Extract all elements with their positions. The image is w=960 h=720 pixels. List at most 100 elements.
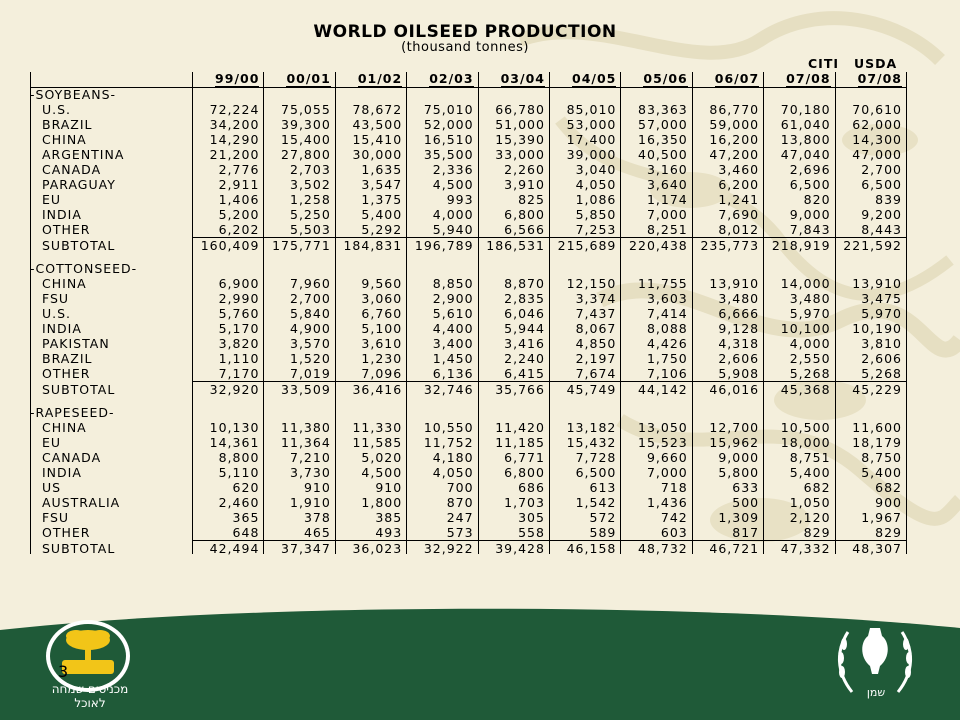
- header-row: 99/00 00/01 01/02 02/03 03/04 04/05 05/0…: [30, 70, 906, 87]
- value-cell: 12,700: [709, 420, 760, 435]
- value-cell: 33,509: [281, 382, 331, 397]
- year-header-label: 05/06: [643, 70, 688, 87]
- table-row: U.S. 72,224 75,055 78,672 75,010 66,780 85,010…: [30, 102, 906, 117]
- table-row: INDIA 5,170 4,900 5,100 4,400 5,944 8,067 8,088…: [30, 321, 906, 336]
- value-cell: 8,067: [575, 321, 617, 336]
- value-cell: 47,000: [852, 147, 902, 162]
- value-cell: 51,000: [495, 117, 545, 132]
- value-cell: 10,130: [209, 420, 260, 435]
- value-cell: 1,635: [361, 162, 403, 177]
- value-cell: 1,520: [290, 351, 331, 366]
- value-cell: 2,606: [861, 351, 902, 366]
- section-gap: [30, 397, 906, 405]
- table-row: FSU 2,990 2,700 3,060 2,900 2,835 3,374 3,603 3,…: [30, 291, 906, 306]
- value-cell: 6,771: [504, 450, 545, 465]
- source-label-citi: CITI: [808, 56, 840, 71]
- value-cell: 39,300: [281, 117, 331, 132]
- footer-band: [0, 608, 960, 720]
- value-cell: 86,770: [709, 102, 760, 117]
- value-cell: 9,560: [361, 276, 403, 291]
- year-header-label: 99/00: [215, 70, 260, 87]
- row-label: US: [42, 480, 62, 495]
- value-cell: 7,414: [646, 306, 688, 321]
- value-cell: 4,000: [789, 336, 831, 351]
- value-cell: 1,703: [504, 495, 545, 510]
- value-cell: 53,000: [566, 117, 617, 132]
- value-cell: 5,800: [718, 465, 760, 480]
- value-cell: 36,416: [352, 382, 403, 397]
- value-cell: 3,060: [361, 291, 403, 306]
- row-label: OTHER: [42, 525, 91, 541]
- value-cell: 47,200: [709, 147, 760, 162]
- value-cell: 16,200: [709, 132, 760, 147]
- year-header-label: 02/03: [429, 70, 474, 87]
- value-cell: 2,835: [504, 291, 545, 306]
- value-cell: 613: [589, 480, 617, 495]
- value-cell: 5,850: [575, 207, 617, 222]
- grid-top-line: [30, 87, 906, 88]
- value-cell: 1,450: [432, 351, 474, 366]
- value-cell: 4,500: [361, 465, 403, 480]
- value-cell: 993: [446, 192, 474, 207]
- value-cell: 184,831: [343, 238, 403, 253]
- value-cell: 78,672: [352, 102, 403, 117]
- section-gap: [30, 253, 906, 261]
- table-row: OTHER 648 465 493 573 558 589 603 817 829 829: [30, 525, 906, 541]
- value-cell: 15,390: [495, 132, 545, 147]
- section-header-row: -SOYBEANS-: [30, 87, 906, 102]
- value-cell: 5,908: [691, 366, 764, 382]
- grid-vertical-line: [620, 72, 622, 554]
- value-cell: 9,200: [861, 207, 902, 222]
- value-cell: 66,780: [495, 102, 545, 117]
- value-cell: 42,494: [209, 541, 260, 556]
- value-cell: 3,820: [218, 336, 260, 351]
- grid-vertical-line: [263, 72, 265, 554]
- grid-left-line: [30, 72, 31, 554]
- value-cell: 2,120: [789, 510, 831, 525]
- value-cell: 220,438: [629, 238, 688, 253]
- value-cell: 75,010: [423, 102, 474, 117]
- value-cell: 15,410: [352, 132, 403, 147]
- value-cell: 1,800: [361, 495, 403, 510]
- value-cell: 2,606: [718, 351, 760, 366]
- value-cell: 11,420: [495, 420, 545, 435]
- table-row: CANADA 8,800 7,210 5,020 4,180 6,771 7,728 9,66…: [30, 450, 906, 465]
- value-cell: 5,940: [406, 222, 478, 238]
- value-cell: 32,920: [209, 382, 260, 397]
- value-cell: 4,318: [718, 336, 760, 351]
- value-cell: 221,592: [843, 238, 902, 253]
- section-title: -COTTONSEED-: [30, 261, 138, 276]
- value-cell: 46,721: [709, 541, 760, 556]
- value-cell: 18,000: [780, 435, 831, 450]
- value-cell: 1,110: [218, 351, 260, 366]
- row-label: PAKISTAN: [42, 336, 110, 351]
- value-cell: 718: [660, 480, 688, 495]
- section-header-row: -COTTONSEED-: [30, 261, 906, 276]
- value-cell: 8,750: [861, 450, 902, 465]
- value-cell: 175,771: [272, 238, 331, 253]
- value-cell: 2,696: [789, 162, 831, 177]
- value-cell: 2,776: [218, 162, 260, 177]
- value-cell: 5,200: [218, 207, 260, 222]
- value-cell: 11,364: [281, 435, 331, 450]
- value-cell: 12,150: [566, 276, 617, 291]
- value-cell: 378: [303, 510, 331, 525]
- value-cell: 3,730: [290, 465, 331, 480]
- value-cell: 61,040: [780, 117, 831, 132]
- value-cell: 385: [375, 510, 403, 525]
- grid-vertical-line: [549, 72, 550, 554]
- value-cell: 3,040: [575, 162, 617, 177]
- value-cell: 3,603: [646, 291, 688, 306]
- value-cell: 3,547: [361, 177, 403, 192]
- page-number: 3: [58, 662, 69, 681]
- value-cell: 1,086: [575, 192, 617, 207]
- year-header-label: 01/02: [357, 70, 403, 87]
- row-label: OTHER: [42, 366, 91, 382]
- value-cell: 829: [763, 525, 835, 541]
- row-label: CANADA: [42, 450, 102, 465]
- grid-vertical-line: [334, 72, 336, 554]
- value-cell: 1,375: [361, 192, 403, 207]
- right-logo-text: שמן: [866, 686, 886, 699]
- table-row: OTHER 7,170 7,019 7,096 6,136 6,415 7,674 7,106…: [30, 366, 906, 382]
- year-header: 01/02: [335, 70, 406, 87]
